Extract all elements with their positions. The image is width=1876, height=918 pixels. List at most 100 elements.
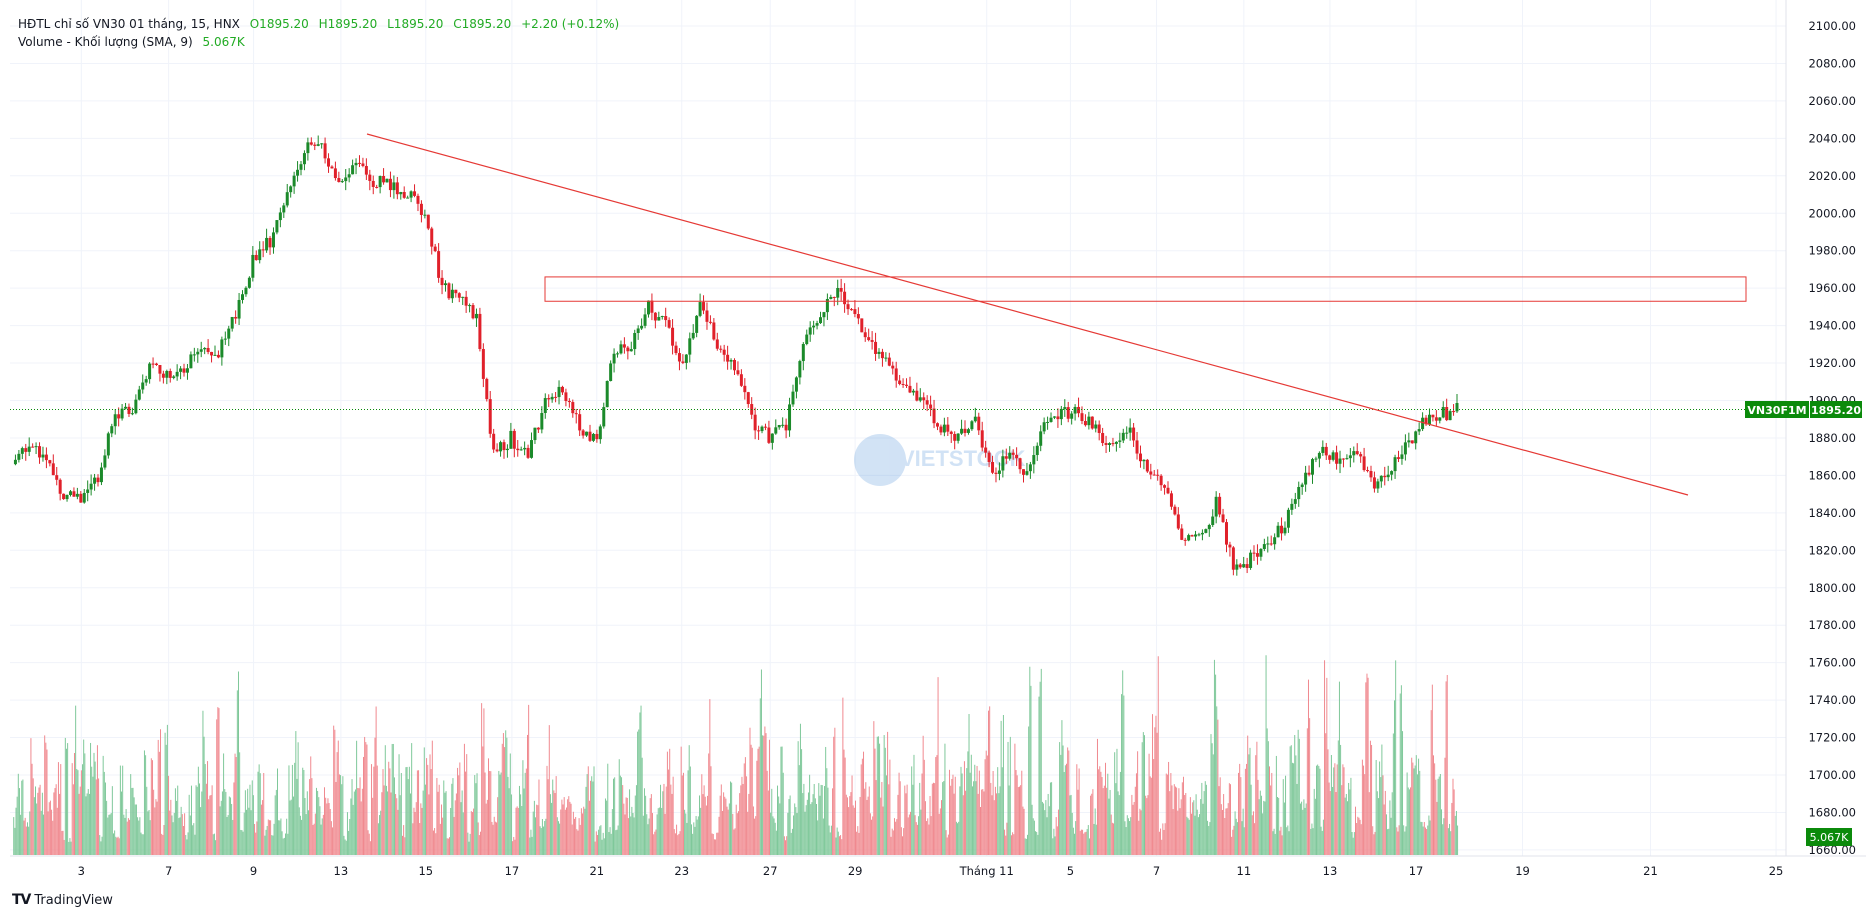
candle-body: [1262, 544, 1266, 549]
price-tick-label: 1700.00: [1808, 768, 1856, 782]
candle-body: [481, 348, 485, 379]
candle-body: [395, 182, 399, 195]
candle-body: [540, 412, 544, 430]
candle-body: [585, 431, 589, 436]
time-axis[interactable]: 3 7 9 13 15 17 21 23 27 29 Tháng 11 5 7 11 13 17 19 21 25: [78, 864, 1784, 878]
candle-body: [1004, 456, 1008, 459]
candle-body: [1400, 454, 1404, 459]
candle-body: [488, 399, 492, 434]
candle-body: [93, 477, 97, 484]
time-tick-label: 9: [250, 864, 257, 878]
candle-body: [1393, 457, 1397, 472]
candle-body: [1015, 454, 1019, 459]
candle-body: [292, 175, 296, 187]
candle-body: [788, 404, 792, 431]
candle-body: [1101, 433, 1105, 444]
candle-body: [48, 460, 52, 464]
candle-body: [241, 294, 245, 300]
candle-body: [1417, 429, 1421, 432]
candle-body: [316, 144, 320, 146]
time-tick-label: 5: [1067, 864, 1074, 878]
candle-body: [925, 400, 929, 405]
volume-badge: 5.067K: [1806, 828, 1852, 846]
price-axis[interactable]: 2100.00 2080.00 2060.00 2040.00 2020.00 2000.…: [1808, 19, 1856, 857]
candle-body: [698, 302, 702, 316]
candle-body: [437, 251, 441, 278]
candle-body: [536, 427, 540, 430]
candle-body: [898, 380, 902, 384]
candle-body: [605, 380, 609, 408]
candle-body: [691, 332, 695, 339]
price-tick-label: 2080.00: [1808, 56, 1856, 70]
candle-body: [1414, 431, 1418, 444]
candle-body: [423, 214, 427, 216]
candle-body: [739, 374, 743, 386]
candle-body: [340, 181, 344, 183]
candle-body: [388, 178, 392, 191]
time-tick-label: 7: [165, 864, 172, 878]
candle-body: [1293, 499, 1297, 504]
candle-body: [856, 314, 860, 319]
candle-body: [110, 426, 114, 434]
candle-body: [953, 433, 957, 441]
candle-body: [1073, 406, 1077, 414]
candle-body: [726, 354, 730, 362]
time-tick-label: 3: [78, 864, 85, 878]
candle-body: [1452, 411, 1456, 413]
candle-body: [1249, 552, 1253, 568]
candle-body: [911, 390, 915, 393]
candle-body: [1032, 455, 1036, 465]
symbol-title[interactable]: HĐTL chỉ số VN30 01 tháng, 15, HNX: [18, 17, 240, 31]
candle-body: [450, 289, 454, 299]
candle-body: [220, 339, 224, 358]
candle-body: [79, 493, 83, 503]
descending-trendline[interactable]: [366, 133, 1689, 496]
candle-body: [846, 304, 850, 310]
candle-body: [543, 398, 547, 413]
candle-body: [994, 472, 998, 474]
candle-body: [1314, 458, 1318, 460]
candle-body: [1386, 474, 1390, 478]
candle-body: [62, 493, 66, 500]
candle-body: [1121, 432, 1125, 441]
candle-body: [1255, 553, 1259, 557]
resistance-zone-rectangle[interactable]: [544, 276, 1747, 302]
price-tick-label: 1740.00: [1808, 693, 1856, 707]
candle-body: [1176, 514, 1180, 529]
candle-body: [175, 371, 179, 377]
candle-body: [1080, 413, 1084, 421]
candle-body: [72, 491, 76, 497]
candle-body: [973, 416, 977, 422]
candle-body: [808, 327, 812, 335]
candle-body: [1438, 417, 1442, 421]
candle-body: [767, 427, 771, 443]
price-tick-label: 2100.00: [1808, 19, 1856, 33]
candle-body: [24, 448, 28, 452]
candle-body: [502, 442, 506, 451]
candle-body: [1379, 475, 1383, 482]
candle-body: [1221, 514, 1225, 523]
volume-indicator-label[interactable]: Volume - Khối lượng (SMA, 9): [18, 35, 193, 49]
candle-body: [547, 398, 551, 400]
volume-bars: [13, 655, 1459, 855]
candle-body: [626, 347, 630, 352]
candle-body: [891, 365, 895, 369]
time-tick-label: 21: [589, 864, 604, 878]
candle-body: [117, 414, 121, 419]
candle-body: [1304, 472, 1308, 485]
candle-body: [894, 368, 898, 381]
candle-body: [650, 300, 654, 313]
candle-body: [901, 383, 905, 385]
candle-body: [1114, 441, 1118, 444]
candle-body: [357, 162, 361, 164]
candle-body: [309, 142, 313, 145]
candle-body: [1142, 459, 1146, 462]
candle-body: [867, 337, 871, 341]
candle-body: [829, 296, 833, 299]
candle-body: [526, 447, 530, 458]
candle-body: [1169, 493, 1173, 507]
candle-body: [664, 316, 668, 321]
candle-body: [378, 176, 382, 188]
tradingview-logo[interactable]: TV TradingView: [12, 892, 113, 908]
